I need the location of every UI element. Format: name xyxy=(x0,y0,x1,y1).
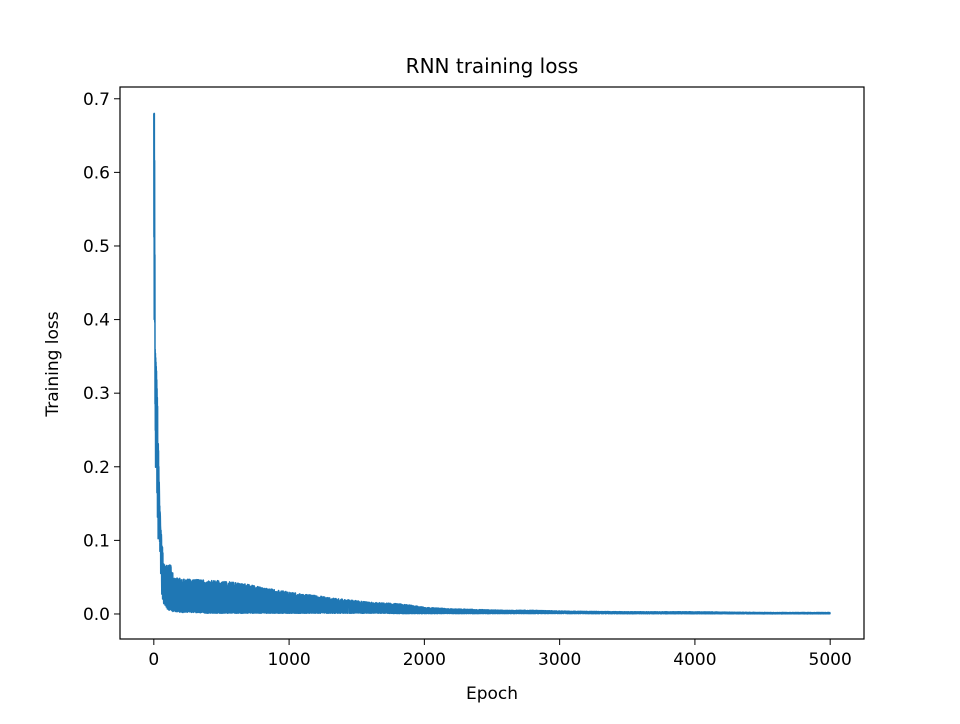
x-tick-label: 2000 xyxy=(403,650,446,670)
x-axis-title: Epoch xyxy=(466,684,518,704)
y-tick-label: 0.4 xyxy=(83,311,110,331)
series-line-training-loss xyxy=(153,112,831,615)
x-tick-label: 1000 xyxy=(267,650,310,670)
y-tick-label: 0.3 xyxy=(83,384,110,404)
plot-frame xyxy=(119,86,865,640)
y-axis: 0.0 0.1 0.2 0.3 0.4 0.5 0.6 0.7 xyxy=(83,90,120,625)
plot-area xyxy=(153,112,831,615)
y-tick-label: 0.2 xyxy=(83,458,110,478)
x-tick-label: 4000 xyxy=(673,650,716,670)
y-tick-label: 0.1 xyxy=(83,531,110,551)
y-axis-title: Training loss xyxy=(43,311,63,417)
y-tick-label: 0.6 xyxy=(83,163,110,183)
x-tick-label: 3000 xyxy=(538,650,581,670)
x-tick-label: 0 xyxy=(148,650,159,670)
y-tick-label: 0.7 xyxy=(83,90,110,110)
x-tick-label: 5000 xyxy=(809,650,852,670)
y-tick-label: 0.0 xyxy=(83,605,110,625)
x-axis: 0 1000 2000 3000 4000 5000 xyxy=(148,639,852,670)
y-tick-label: 0.5 xyxy=(83,237,110,257)
chart-title: RNN training loss xyxy=(406,54,579,78)
